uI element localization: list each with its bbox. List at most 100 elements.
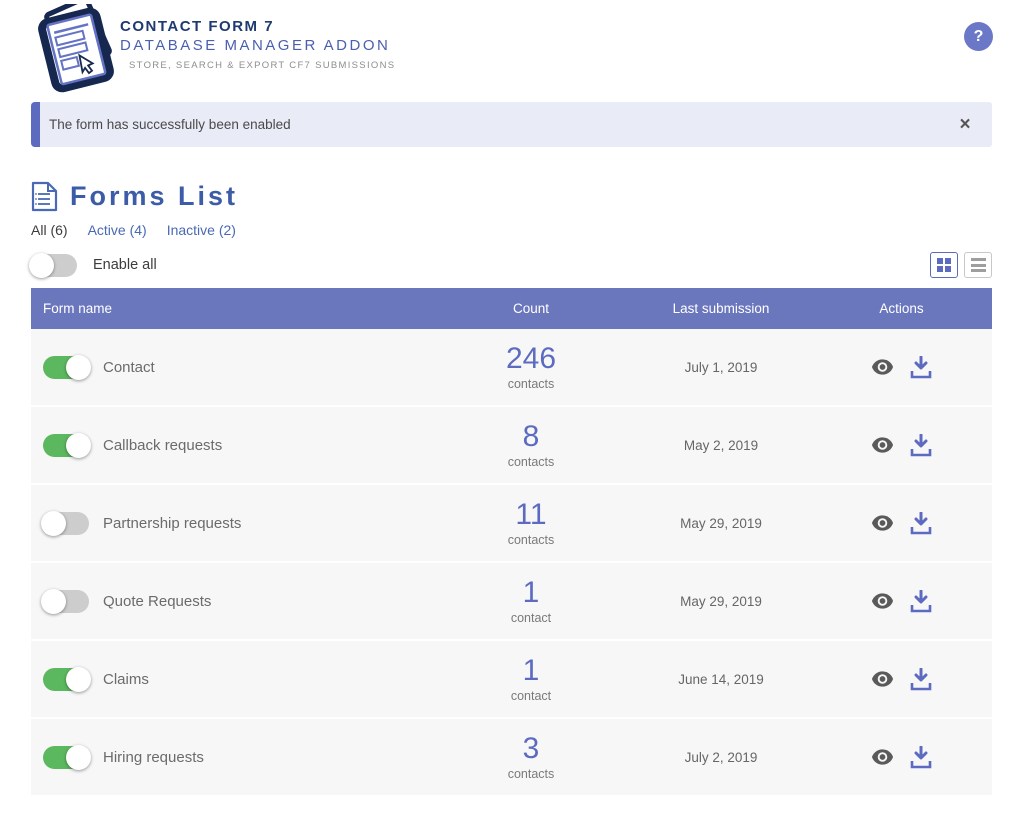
last-submission-date: May 2, 2019 <box>683 437 759 453</box>
download-icon <box>910 355 932 378</box>
tab-active[interactable]: Active (4) <box>87 222 147 238</box>
toggle-knob <box>29 252 54 278</box>
download-submissions-button[interactable] <box>908 510 934 537</box>
form-enable-toggle[interactable] <box>43 432 91 458</box>
table-row: Contact 246 contacts July 1, 2019 <box>31 329 992 407</box>
close-icon: × <box>959 114 971 135</box>
eye-icon <box>871 359 894 375</box>
eye-icon <box>871 437 894 453</box>
form-name-label: Quote Requests <box>103 592 212 610</box>
tab-all[interactable]: All (6) <box>31 222 68 238</box>
last-submission-date: May 29, 2019 <box>680 593 762 609</box>
form-name-label: Hiring requests <box>103 748 204 766</box>
count-unit: contact <box>510 611 552 626</box>
grid-view-button[interactable] <box>930 252 958 278</box>
form-enable-toggle[interactable] <box>43 744 91 770</box>
download-icon <box>910 589 932 612</box>
form-enable-toggle[interactable] <box>41 510 89 536</box>
form-name-label: Partnership requests <box>103 514 242 532</box>
notification-message: The form has successfully been enabled <box>49 117 291 132</box>
view-submissions-button[interactable] <box>869 357 896 377</box>
column-actions: Actions <box>879 301 924 316</box>
last-submission-date: June 14, 2019 <box>678 671 764 687</box>
grid-icon <box>937 258 951 272</box>
download-icon <box>910 433 932 456</box>
eye-icon <box>871 593 894 609</box>
toggle-knob <box>41 588 66 614</box>
app-title-line1: CONTACT FORM 7 <box>120 18 275 35</box>
question-mark-icon: ? <box>973 27 984 45</box>
toggle-knob <box>41 510 66 536</box>
form-enable-toggle[interactable] <box>43 666 91 692</box>
download-submissions-button[interactable] <box>908 354 934 381</box>
count-unit: contacts <box>507 455 555 470</box>
count-unit: contacts <box>507 377 555 392</box>
count-unit: contact <box>510 689 552 704</box>
count-unit: contacts <box>507 767 555 782</box>
count-value: 1 <box>522 575 540 609</box>
eye-icon <box>871 515 894 531</box>
toggle-knob <box>66 354 91 380</box>
last-submission-date: May 29, 2019 <box>680 515 762 531</box>
count-value: 1 <box>522 653 540 687</box>
page-title: Forms List <box>70 181 239 211</box>
view-submissions-button[interactable] <box>869 591 896 611</box>
app-logo <box>24 0 124 96</box>
app-header: CONTACT FORM 7 DATABASE MANAGER ADDON ST… <box>0 0 1020 100</box>
eye-icon <box>871 671 894 687</box>
app-title-block: CONTACT FORM 7 DATABASE MANAGER ADDON ST… <box>120 18 395 71</box>
table-row: Partnership requests 11 contacts May 29, 20… <box>31 485 992 563</box>
view-submissions-button[interactable] <box>869 747 896 767</box>
column-last-submission: Last submission <box>672 301 770 316</box>
notification-banner: The form has successfully been enabled × <box>31 102 992 147</box>
form-name-label: Contact <box>103 358 155 376</box>
column-form-name: Form name <box>43 301 113 316</box>
download-icon <box>910 667 932 690</box>
toggle-knob <box>66 666 91 692</box>
view-submissions-button[interactable] <box>869 513 896 533</box>
filter-tabs: All (6) Active (4) Inactive (2) <box>31 222 992 238</box>
download-icon <box>910 511 932 534</box>
form-name-label: Claims <box>103 670 149 688</box>
list-icon <box>970 258 986 272</box>
enable-all-label: Enable all <box>93 257 157 273</box>
view-submissions-button[interactable] <box>869 669 896 689</box>
eye-icon <box>871 749 894 765</box>
notification-accent-bar <box>31 102 40 147</box>
last-submission-date: July 2, 2019 <box>684 749 758 765</box>
document-icon <box>31 181 58 212</box>
enable-all-toggle[interactable] <box>29 252 77 278</box>
download-submissions-button[interactable] <box>908 588 934 615</box>
table-header: Form name Count Last submission Actions <box>31 288 992 329</box>
app-title-line2: DATABASE MANAGER ADDON <box>120 37 391 54</box>
form-enable-toggle[interactable] <box>41 588 89 614</box>
count-unit: contacts <box>507 533 555 548</box>
form-name-label: Callback requests <box>103 436 223 454</box>
tab-inactive[interactable]: Inactive (2) <box>166 222 236 238</box>
clipboard-form-logo-icon <box>38 0 114 93</box>
form-enable-toggle[interactable] <box>43 354 91 380</box>
table-row: Hiring requests 3 contacts July 2, 2019 <box>31 719 992 797</box>
toggle-knob <box>66 432 91 458</box>
toggle-knob <box>66 744 91 770</box>
download-submissions-button[interactable] <box>908 666 934 693</box>
column-count: Count <box>512 301 550 316</box>
last-submission-date: July 1, 2019 <box>684 359 758 375</box>
notification-close-button[interactable]: × <box>952 112 978 138</box>
count-value: 11 <box>515 497 547 531</box>
help-button[interactable]: ? <box>964 22 993 51</box>
download-icon <box>910 745 932 768</box>
table-row: Claims 1 contact June 14, 2019 <box>31 641 992 719</box>
count-value: 246 <box>505 341 557 375</box>
table-row: Quote Requests 1 contact May 29, 2019 <box>31 563 992 641</box>
count-value: 3 <box>522 731 540 765</box>
list-view-button[interactable] <box>964 252 992 278</box>
forms-table: Form name Count Last submission Actions … <box>31 288 992 797</box>
forms-list-header: Forms List All (6) Active (4) Inactive (… <box>29 181 992 278</box>
download-submissions-button[interactable] <box>908 744 934 771</box>
download-submissions-button[interactable] <box>908 432 934 459</box>
view-submissions-button[interactable] <box>869 435 896 455</box>
app-subtitle: STORE, SEARCH & EXPORT CF7 SUBMISSIONS <box>129 60 396 71</box>
count-value: 8 <box>522 419 540 453</box>
